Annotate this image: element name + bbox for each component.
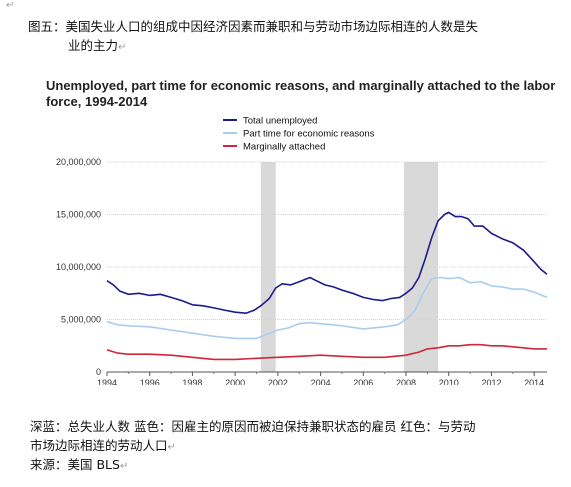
- y-tick-label: 15,000,000: [56, 210, 101, 220]
- caption-bottom-line-1: 深蓝：总失业人数 蓝色：因雇主的原因而被迫保持兼职状态的雇员 红色：与劳动: [30, 418, 475, 436]
- paragraph-mark: ↵: [119, 461, 129, 472]
- paragraph-mark: ↵: [167, 442, 176, 453]
- x-tick-label: 2010: [439, 378, 459, 385]
- series-line: [106, 211, 548, 314]
- caption-top-line-1: 图五：美国失业人口的组成中因经济因素而兼职和与劳动市场边际相连的人数是失: [28, 18, 478, 36]
- caption-top-text-1: 图五：美国失业人口的组成中因经济因素而兼职和与劳动市场边际相连的人数是失: [28, 19, 479, 34]
- x-tick-label: 2014: [524, 378, 544, 385]
- paragraph-mark: ↵: [6, 0, 15, 11]
- caption-bottom-line-2: 市场边际相连的劳动人口↵: [30, 437, 176, 457]
- x-tick-label: 2008: [396, 378, 416, 385]
- caption-bottom-text-2: 市场边际相连的劳动人口: [30, 438, 168, 453]
- legend-label: Marginally attached: [243, 142, 325, 153]
- y-tick-label: 20,000,000: [56, 157, 101, 167]
- x-tick-label: 2006: [353, 378, 373, 385]
- chart-title: Unemployed, part time for economic reaso…: [46, 78, 556, 109]
- caption-bottom-text-1: 深蓝：总失业人数 蓝色：因雇主的原因而被迫保持兼职状态的雇员 红色：与劳动: [30, 419, 476, 434]
- x-tick-label: 1998: [182, 378, 202, 385]
- x-tick-label: 2004: [311, 378, 331, 385]
- x-tick-label: 2012: [481, 378, 501, 385]
- x-tick-label: 1994: [97, 378, 117, 385]
- x-tick-label: 1996: [140, 378, 160, 385]
- y-tick-label: 5,000,000: [61, 315, 101, 325]
- x-tick-label: 2000: [225, 378, 245, 385]
- x-tick-label: 2002: [268, 378, 288, 385]
- paragraph-mark: ↵: [118, 42, 127, 53]
- legend-label: Total unemployed: [243, 116, 317, 127]
- series-line: [106, 276, 548, 340]
- caption-top-text-2: 业的主力: [68, 38, 119, 53]
- source-line: 来源：美国 BLS↵: [30, 456, 128, 476]
- line-chart: 0 5,000,000 10,000,000 15,000,000 20,000,000…: [56, 116, 548, 385]
- y-tick-label: 10,000,000: [56, 262, 101, 272]
- caption-top-line-2: 业的主力↵: [68, 37, 126, 57]
- y-tick-label: 0: [96, 367, 101, 377]
- legend-label: Part time for economic reasons: [243, 129, 375, 140]
- series-line: [106, 343, 547, 361]
- source-text: 来源：美国 BLS: [30, 457, 120, 472]
